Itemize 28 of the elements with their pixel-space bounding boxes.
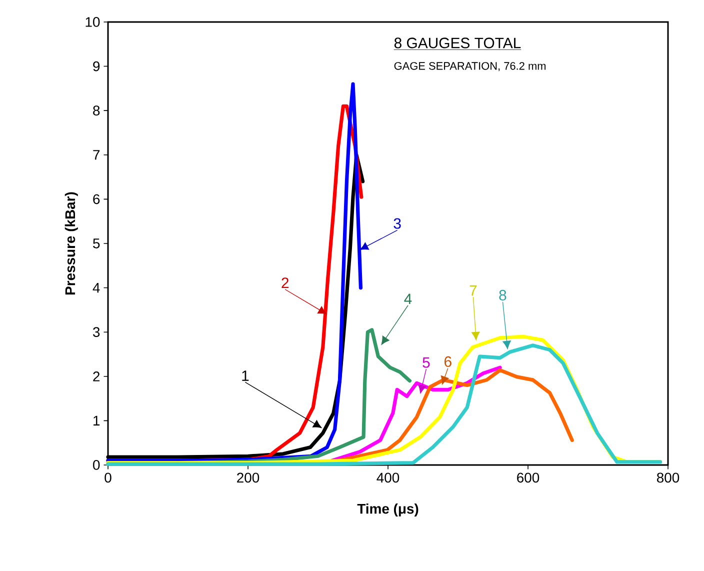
annotation: 6 [444,356,452,367]
annotation: 2 [282,278,289,288]
x-tick-label: 0 [104,472,112,483]
annotation: 8 [499,290,506,300]
x-tick-label: 800 [656,472,680,483]
annotation: 5 [422,357,430,368]
y-tick-label: 5 [93,238,100,248]
annotation: 1 [242,370,249,381]
y-axis-title: Pressure (kBar) [64,192,78,294]
y-tick-label: 0 [93,460,100,470]
x-tick-label: 200 [237,472,260,483]
x-tick-label: 400 [376,472,400,483]
text: GAGE SEPARATION, 76.2 mm [394,62,546,72]
annotation: 4 [404,294,412,304]
x-tick-label: 600 [517,472,540,483]
text: 8 GAUGES TOTAL [394,38,521,48]
x-axis-title: Time (μs) [357,503,418,516]
annotation: 7 [470,285,477,296]
y-tick-label: 8 [93,106,100,116]
y-tick-label: 10 [86,17,100,27]
y-tick-label: 6 [93,194,100,204]
annotation: 3 [394,218,401,229]
y-tick-label: 4 [92,282,100,293]
y-tick-label: 7 [93,150,100,160]
y-tick-label: 2 [93,372,100,382]
y-tick-label: 3 [93,327,100,338]
y-tick-label: 1 [94,416,100,426]
y-tick-label: 9 [93,61,100,72]
